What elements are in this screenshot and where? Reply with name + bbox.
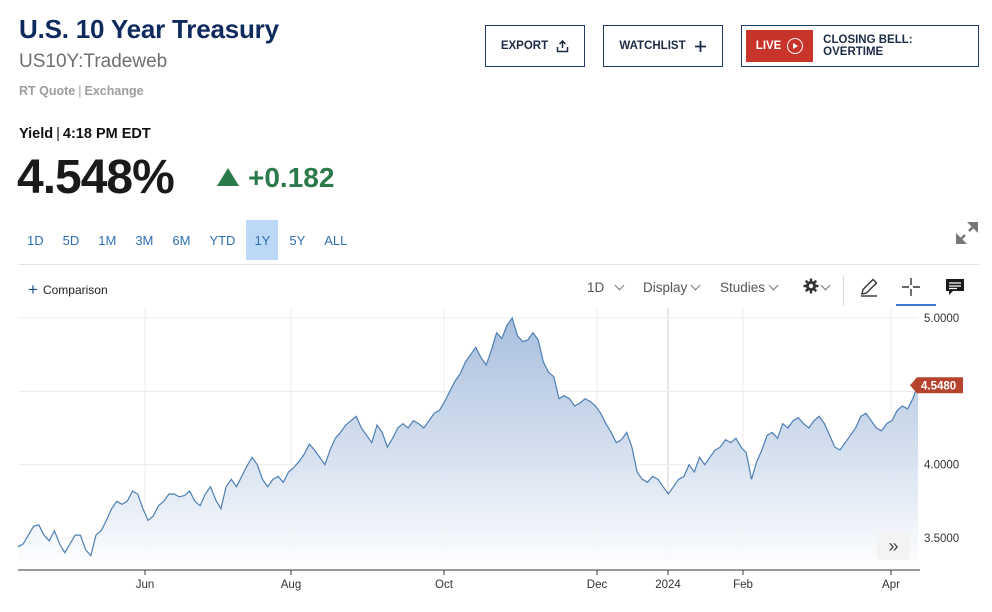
watchlist-label: WATCHLIST — [619, 40, 686, 52]
x-tick-label: Feb — [733, 579, 753, 591]
interval-label: 1D — [587, 280, 605, 295]
crosshair-active-indicator — [896, 304, 936, 306]
symbol-label: US10Y:Tradeweb — [19, 51, 168, 72]
range-3m[interactable]: 3M — [135, 232, 154, 248]
plus-icon — [694, 40, 707, 53]
live-badge: LIVE — [746, 30, 814, 62]
closing-bell-label: CLOSING BELL: OVERTIME — [823, 34, 913, 58]
x-tick-label: Dec — [587, 579, 608, 591]
gear-icon — [803, 278, 819, 297]
quote-type: RT Quote — [19, 84, 76, 98]
x-tick-label: Apr — [882, 579, 900, 591]
yield-label: Yield — [19, 126, 54, 142]
chevron-down-icon — [614, 280, 625, 291]
chevron-down-icon — [690, 280, 701, 291]
range-1d[interactable]: 1D — [27, 232, 44, 248]
display-dropdown[interactable]: Display — [643, 280, 701, 295]
comparison-label: Comparison — [42, 283, 108, 297]
export-button[interactable]: EXPORT — [485, 25, 585, 67]
interval-dropdown[interactable]: 1D — [587, 280, 625, 295]
price-change: +0.182 — [248, 162, 335, 193]
last-price: 4.548% — [17, 151, 175, 204]
x-tick-label: Oct — [435, 579, 454, 591]
range-ytd[interactable]: YTD — [209, 232, 236, 248]
expand-icon[interactable] — [953, 219, 981, 247]
crosshair-icon[interactable] — [900, 276, 922, 298]
double-chevron-right-icon[interactable]: » — [877, 532, 910, 560]
range-all[interactable]: ALL — [324, 232, 348, 248]
chevron-down-icon — [820, 280, 831, 291]
series-line — [17, 316, 919, 557]
range-5d[interactable]: 5D — [62, 232, 80, 248]
area-fill — [18, 318, 918, 570]
quote-meta: RT Quote | Exchange — [19, 84, 144, 98]
range-6m[interactable]: 6M — [172, 232, 191, 248]
closing-bell-button[interactable]: LIVE CLOSING BELL: OVERTIME — [741, 25, 979, 67]
x-tick-label: Aug — [281, 579, 301, 591]
x-tick-label: 2024 — [655, 579, 681, 591]
chevron-down-icon — [768, 280, 779, 291]
range-selector: 1D 5D 1M 3M 6M YTD 1Y 5Y ALL — [19, 220, 358, 260]
comment-icon[interactable] — [944, 276, 966, 298]
last-value-badge-shape — [910, 377, 963, 394]
y-tick-label: 3.5000 — [924, 533, 959, 545]
section-divider — [19, 264, 979, 265]
up-arrow-icon — [217, 168, 239, 186]
quote-meta-separator: | — [78, 84, 82, 98]
quote-time: 4:18 PM EDT — [62, 126, 151, 142]
settings-dropdown[interactable] — [803, 278, 831, 297]
toolbar-separator — [843, 276, 844, 306]
pencil-icon[interactable] — [858, 276, 880, 298]
yield-meta: Yield | 4:18 PM EDT — [19, 126, 151, 142]
plus-icon: + — [28, 280, 38, 299]
y-tick-label: 4.0000 — [924, 460, 959, 472]
display-label: Display — [643, 280, 688, 295]
live-label: LIVE — [755, 40, 782, 52]
x-tick-label: Jun — [136, 579, 155, 591]
quote-source: Exchange — [84, 84, 144, 98]
range-5y[interactable]: 5Y — [289, 232, 306, 248]
share-icon — [556, 39, 569, 53]
y-tick-label: 5.0000 — [924, 313, 959, 325]
studies-label: Studies — [720, 280, 766, 295]
comparison-button[interactable]: + Comparison — [28, 280, 108, 299]
range-1m[interactable]: 1M — [98, 232, 117, 248]
page-title: U.S. 10 Year Treasury — [19, 14, 279, 44]
yield-chart[interactable]: Jun Aug Oct Dec 2024 Feb Apr 5.0000 4.0000 3.500… — [0, 308, 992, 608]
yield-meta-separator: | — [56, 126, 60, 142]
studies-dropdown[interactable]: Studies — [720, 280, 779, 295]
last-value-label: 4.5480 — [921, 380, 956, 392]
range-1y[interactable]: 1Y — [246, 220, 279, 260]
watchlist-button[interactable]: WATCHLIST — [603, 25, 723, 67]
export-label: EXPORT — [500, 40, 549, 52]
last-value-badge: 4.5480 — [910, 377, 963, 394]
play-icon — [787, 38, 804, 54]
